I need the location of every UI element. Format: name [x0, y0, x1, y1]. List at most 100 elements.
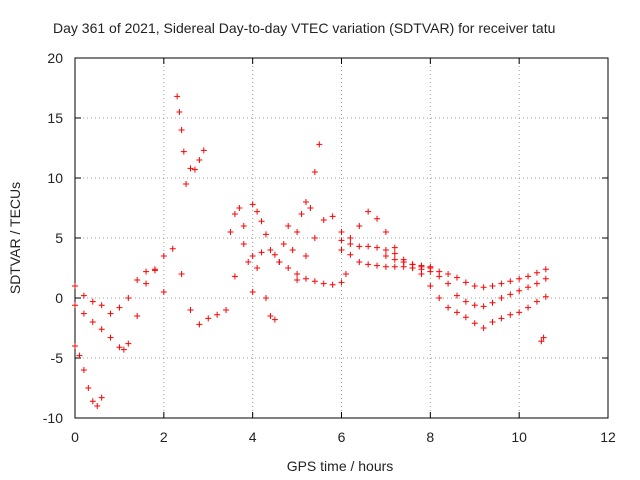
data-point — [98, 326, 105, 333]
data-point — [187, 307, 194, 313]
data-point — [498, 280, 505, 287]
y-tick-label: -10 — [43, 410, 63, 426]
data-point — [347, 241, 354, 247]
y-tick-label: 5 — [55, 230, 63, 246]
data-point — [200, 147, 207, 154]
data-point — [311, 169, 318, 175]
data-point — [196, 157, 203, 163]
series-track-e — [227, 205, 278, 323]
data-point — [542, 275, 549, 282]
data-point — [533, 298, 540, 305]
data-point — [445, 304, 452, 311]
data-point — [258, 249, 265, 256]
data-point — [427, 265, 434, 271]
data-point — [489, 299, 496, 306]
data-point — [294, 271, 301, 277]
data-point — [98, 394, 105, 401]
data-point — [80, 310, 87, 317]
data-point — [347, 235, 354, 241]
data-point — [280, 241, 287, 247]
data-point — [107, 334, 114, 341]
data-point — [254, 208, 261, 215]
data-point — [471, 283, 478, 289]
data-point — [356, 223, 363, 229]
data-point — [542, 293, 549, 300]
data-point — [285, 223, 292, 229]
data-point — [409, 261, 416, 268]
series-track-k — [382, 253, 549, 291]
data-point — [516, 275, 523, 282]
data-point — [285, 265, 292, 271]
data-point — [249, 253, 256, 259]
data-point — [525, 284, 532, 291]
series-track-a — [72, 241, 256, 328]
data-point — [134, 277, 141, 283]
data-point — [507, 291, 514, 298]
data-point — [205, 315, 212, 322]
x-tick-label: 12 — [600, 429, 616, 445]
tick-labels: 0 2 4 6 8 10 12 -10 -5 0 5 10 15 20 — [43, 50, 616, 445]
x-tick-label: 6 — [338, 429, 346, 445]
data-point — [231, 273, 238, 280]
data-point — [533, 269, 540, 276]
x-tick-label: 4 — [249, 429, 257, 445]
data-point — [227, 229, 234, 235]
series-track-l — [538, 334, 547, 345]
data-point — [453, 292, 460, 299]
data-point — [382, 229, 389, 235]
data-point — [289, 247, 296, 253]
data-point — [338, 279, 345, 286]
x-tick-label: 8 — [426, 429, 434, 445]
data-point — [507, 278, 514, 285]
data-point — [498, 295, 505, 301]
data-point — [80, 292, 87, 299]
data-point — [294, 229, 301, 235]
data-point — [382, 247, 389, 253]
data-point — [311, 278, 318, 285]
data-point — [169, 245, 176, 252]
chart-title: Day 361 of 2021, Sidereal Day-to-day VTE… — [53, 20, 555, 36]
data-point — [196, 321, 203, 328]
data-point — [445, 280, 452, 287]
data-point — [120, 346, 127, 353]
y-axis-label: SDTVAR / TECUs — [7, 182, 23, 294]
data-point — [178, 271, 185, 277]
x-tick-label: 2 — [160, 429, 168, 445]
data-point — [258, 218, 265, 225]
data-point — [356, 259, 363, 265]
data-point — [391, 250, 398, 257]
data-point — [267, 313, 274, 319]
data-point — [254, 265, 261, 271]
data-point — [98, 302, 105, 309]
data-point — [489, 319, 496, 325]
data-point — [516, 309, 523, 316]
grid — [75, 58, 608, 418]
series-track-j — [338, 247, 549, 310]
data-point — [471, 320, 478, 327]
y-tick-label: 20 — [47, 50, 63, 66]
data-point — [174, 93, 181, 100]
data-point — [391, 244, 398, 251]
data-point — [418, 263, 425, 270]
data-point — [338, 247, 345, 253]
data-point — [143, 280, 150, 287]
series-track-i — [338, 237, 549, 331]
data-point — [143, 268, 150, 275]
data-point — [498, 315, 505, 322]
data-point — [516, 287, 523, 294]
data-point — [178, 127, 185, 133]
data-point — [329, 281, 336, 288]
y-tick-label: -5 — [51, 350, 64, 366]
data-point — [85, 385, 92, 391]
data-point — [365, 208, 372, 215]
data-point — [89, 298, 96, 305]
x-tick-label: 0 — [71, 429, 79, 445]
data-point — [453, 274, 460, 281]
data-point — [267, 247, 274, 253]
data-point — [365, 243, 372, 250]
data-point — [125, 340, 132, 347]
data-point — [480, 303, 487, 310]
data-point — [507, 311, 514, 318]
series-track-c — [72, 343, 105, 409]
data-point — [307, 205, 314, 211]
